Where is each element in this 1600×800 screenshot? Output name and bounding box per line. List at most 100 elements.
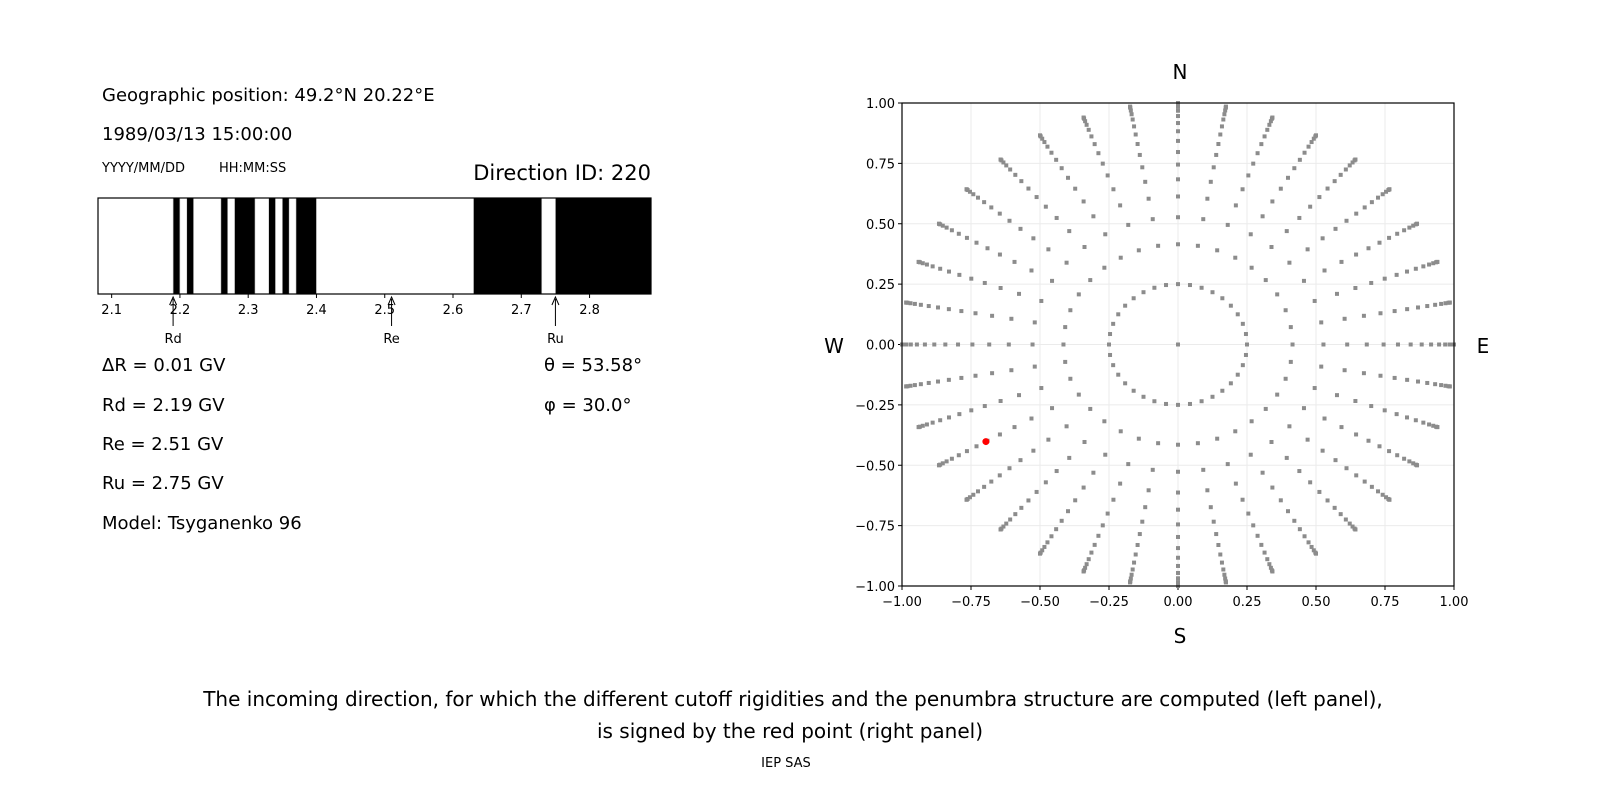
direction-point (1240, 321, 1245, 326)
direction-point (1054, 215, 1059, 220)
direction-point (964, 187, 969, 192)
direction-point (1143, 505, 1148, 510)
direction-point (1447, 342, 1452, 347)
direction-point (1118, 255, 1123, 260)
datetime: 1989/03/13 15:00:00 (102, 124, 293, 145)
direction-point (1447, 300, 1452, 305)
direction-point (1083, 565, 1088, 570)
direction-point (982, 404, 987, 409)
direction-point (1176, 563, 1180, 568)
direction-point (1076, 292, 1081, 297)
direction-point (1133, 552, 1138, 557)
direction-point (1105, 173, 1110, 178)
direction-point (1339, 259, 1344, 264)
direction-point (1096, 533, 1101, 538)
direction-point (1297, 215, 1302, 220)
direction-point (1270, 115, 1275, 120)
direction-point (1343, 167, 1348, 172)
direction-point (1439, 301, 1444, 306)
direction-point (1176, 442, 1180, 447)
direction-point (974, 240, 979, 245)
direction-point (1387, 449, 1392, 454)
direction-point (1223, 108, 1228, 113)
direction-point (1311, 548, 1316, 553)
direction-point (1350, 524, 1355, 529)
direction-point (997, 473, 1002, 478)
direction-point (1362, 479, 1367, 484)
direction-point (971, 192, 976, 197)
direction-point (918, 382, 923, 387)
direction-point (998, 398, 1003, 403)
x-tick-label: 0.25 (1233, 595, 1262, 610)
direction-point (1421, 420, 1426, 425)
direction-point (940, 461, 945, 466)
direction-point (1210, 394, 1215, 399)
y-tick-label: −1.00 (855, 580, 895, 595)
direction-point (1026, 186, 1031, 191)
x-tick-label: −0.75 (951, 595, 991, 610)
direction-point (1076, 392, 1081, 397)
direction-point (1128, 108, 1133, 113)
direction-point (1084, 562, 1089, 567)
y-tick-label: 0.25 (866, 278, 895, 293)
direction-point (1245, 342, 1249, 347)
direction-point (1284, 229, 1289, 234)
compass-west: W (824, 334, 844, 358)
direction-point (1325, 186, 1330, 191)
time-format-label: HH:MM:SS (219, 161, 287, 176)
direction-point (975, 489, 980, 494)
direction-point (1088, 278, 1093, 283)
direction-point (1039, 386, 1044, 391)
direction-point (1233, 481, 1238, 486)
direction-point (982, 200, 987, 205)
direction-point (1146, 196, 1151, 201)
scatter-frame (901, 102, 1455, 587)
direction-point (1084, 122, 1089, 127)
direction-point (1354, 252, 1359, 257)
direction-point (1046, 437, 1051, 442)
direction-point (1136, 248, 1141, 253)
direction-point (1306, 540, 1311, 545)
direction-point (1233, 203, 1238, 208)
direction-point (1102, 265, 1107, 270)
direction-point (944, 225, 949, 230)
y-tick-label: −0.25 (855, 399, 895, 414)
direction-point (1345, 342, 1350, 347)
direction-point (1332, 179, 1337, 184)
direction-point (1268, 119, 1273, 124)
x-tick-label: −0.25 (1089, 595, 1129, 610)
direction-point (1176, 490, 1180, 495)
direction-point (1123, 381, 1128, 386)
direction-point (916, 425, 921, 430)
geographic-position: Geographic position: 49.2°N 20.22°E (102, 85, 435, 106)
direction-point (1402, 456, 1407, 461)
direction-point (1042, 544, 1047, 549)
y-tick-label: 0.00 (866, 339, 895, 354)
direction-point (1103, 452, 1108, 457)
direction-point (1255, 151, 1260, 156)
direction-point (922, 342, 927, 347)
direction-point (1092, 142, 1097, 147)
direction-point (1421, 264, 1426, 269)
direction-point (1411, 461, 1416, 466)
direction-point (1284, 455, 1289, 460)
direction-point (1384, 189, 1389, 194)
direction-point (1249, 419, 1254, 424)
caption-line-1: The incoming direction, for which the di… (203, 687, 1383, 711)
direction-point (1216, 542, 1221, 547)
direction-point (1176, 570, 1180, 575)
direction-point (1176, 215, 1180, 220)
direction-point (1111, 321, 1116, 326)
direction-point (1338, 172, 1343, 177)
direction-point (1392, 309, 1397, 314)
direction-point (1378, 311, 1383, 316)
direction-point (1073, 498, 1078, 503)
model: Model: Tsyganenko 96 (102, 513, 302, 534)
x-tick-label: 0.75 (1371, 595, 1400, 610)
direction-point (1333, 458, 1338, 463)
direction-point (1325, 498, 1330, 503)
direction-point (1225, 222, 1230, 227)
direction-point (1309, 544, 1314, 549)
direction-point (1176, 282, 1180, 287)
